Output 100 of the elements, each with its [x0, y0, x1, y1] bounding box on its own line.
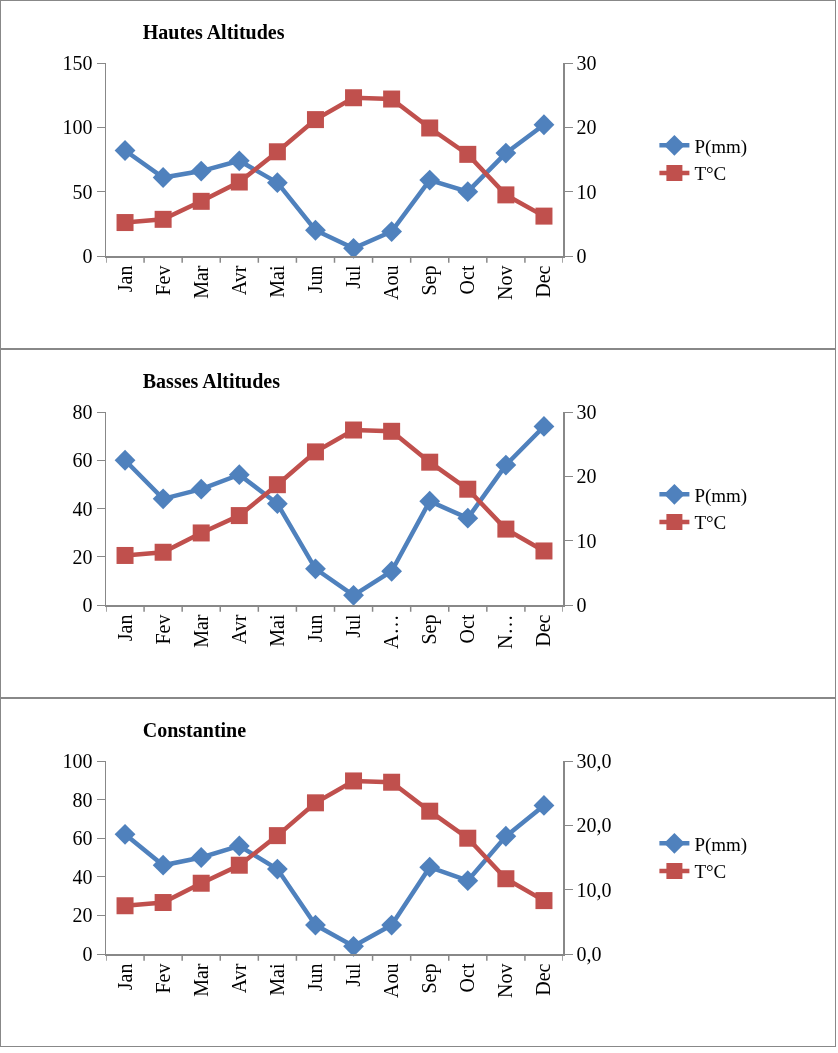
y-tick-label: 0 [82, 245, 93, 267]
point [383, 422, 401, 440]
x-tick-label: Sep [418, 963, 442, 994]
y-tick-label: 150 [62, 52, 93, 74]
x-tick-label: Jun [303, 614, 326, 643]
point [459, 145, 477, 163]
point [152, 488, 174, 510]
x-tick-label: Mai [265, 963, 288, 996]
point [535, 542, 553, 560]
point [345, 89, 363, 107]
x-tick-label: Avr [227, 963, 250, 994]
point [230, 507, 248, 525]
point [228, 464, 250, 486]
x-tick-label: Avr [227, 265, 250, 296]
legend-label: T°C [694, 163, 727, 185]
point [421, 119, 439, 137]
y-tick-label: 80 [72, 788, 93, 811]
point [497, 186, 515, 204]
point [230, 856, 248, 874]
x-tick-label: Jun [303, 963, 326, 992]
y2-tick-label: 30,0 [576, 750, 612, 772]
point [343, 935, 364, 957]
x-tick-label: Sep [418, 265, 442, 296]
point [457, 507, 479, 529]
point [154, 894, 172, 912]
x-tick-label: Fev [151, 265, 174, 296]
y-tick-label: 20 [72, 904, 93, 927]
x-tick-label: Nov [494, 265, 517, 300]
point [345, 421, 363, 439]
point [305, 558, 326, 580]
point [190, 478, 212, 500]
point [343, 584, 364, 606]
x-tick-label: Mar [189, 614, 212, 648]
y2-tick-label: 10,0 [576, 878, 612, 901]
point [228, 150, 250, 172]
point [268, 143, 286, 161]
x-tick-label: Aou [380, 265, 403, 300]
point [533, 794, 555, 816]
x-tick-label: Dec [532, 963, 555, 996]
point [152, 854, 174, 876]
x-tick-label: Jan [113, 614, 136, 642]
x-tick-label: Jul [342, 614, 365, 638]
point [192, 192, 210, 210]
point [457, 181, 479, 203]
x-tick-label: Oct [456, 265, 479, 295]
point [268, 476, 286, 494]
chart-title: Hautes Altitudes [142, 21, 285, 44]
x-tick-label: Fev [151, 963, 174, 994]
point [381, 914, 403, 936]
y-tick-label: 60 [72, 827, 93, 850]
point [268, 827, 286, 845]
point [305, 219, 326, 241]
point [533, 114, 555, 136]
point [419, 169, 441, 191]
y2-tick-label: 30 [576, 52, 597, 74]
x-tick-label: Sep [418, 614, 442, 645]
y2-tick-label: 20,0 [576, 814, 612, 837]
point [421, 802, 439, 820]
point [495, 825, 517, 847]
y-tick-label: 0 [82, 943, 93, 965]
point [190, 160, 212, 182]
point [533, 416, 555, 437]
y-tick-label: 40 [72, 497, 93, 520]
point [116, 214, 134, 232]
x-tick-label: Jan [113, 265, 136, 293]
point [383, 90, 401, 108]
point [152, 167, 174, 188]
y2-tick-label: 30 [576, 401, 597, 423]
x-tick-label: Jul [342, 963, 365, 987]
point [114, 449, 136, 471]
y2-tick-label: 20 [576, 465, 597, 488]
point [305, 914, 326, 936]
point [497, 520, 515, 538]
point [457, 870, 479, 892]
point [495, 142, 517, 164]
point [190, 847, 212, 868]
point [343, 237, 364, 259]
legend-label: P(mm) [694, 484, 748, 507]
point [228, 835, 250, 857]
point [383, 773, 401, 791]
y-tick-label: 0 [82, 594, 93, 616]
y-tick-label: 20 [72, 545, 93, 568]
chart-title: Basses Altitudes [142, 370, 281, 393]
legend-label: T°C [694, 512, 727, 534]
y-tick-label: 100 [62, 116, 93, 139]
x-tick-label: Mai [265, 265, 288, 298]
point [345, 772, 363, 790]
y-tick-label: 80 [72, 401, 93, 423]
point [266, 172, 288, 194]
x-tick-label: Dec [532, 265, 555, 298]
x-tick-label: Jun [303, 265, 326, 294]
x-tick-label: Fev [151, 614, 174, 645]
x-tick-label: Oct [456, 963, 479, 993]
point [419, 856, 441, 878]
point [306, 794, 324, 812]
point [230, 173, 248, 191]
point [154, 543, 172, 561]
x-tick-label: Mai [265, 614, 288, 647]
point [421, 453, 439, 471]
point [266, 858, 288, 880]
